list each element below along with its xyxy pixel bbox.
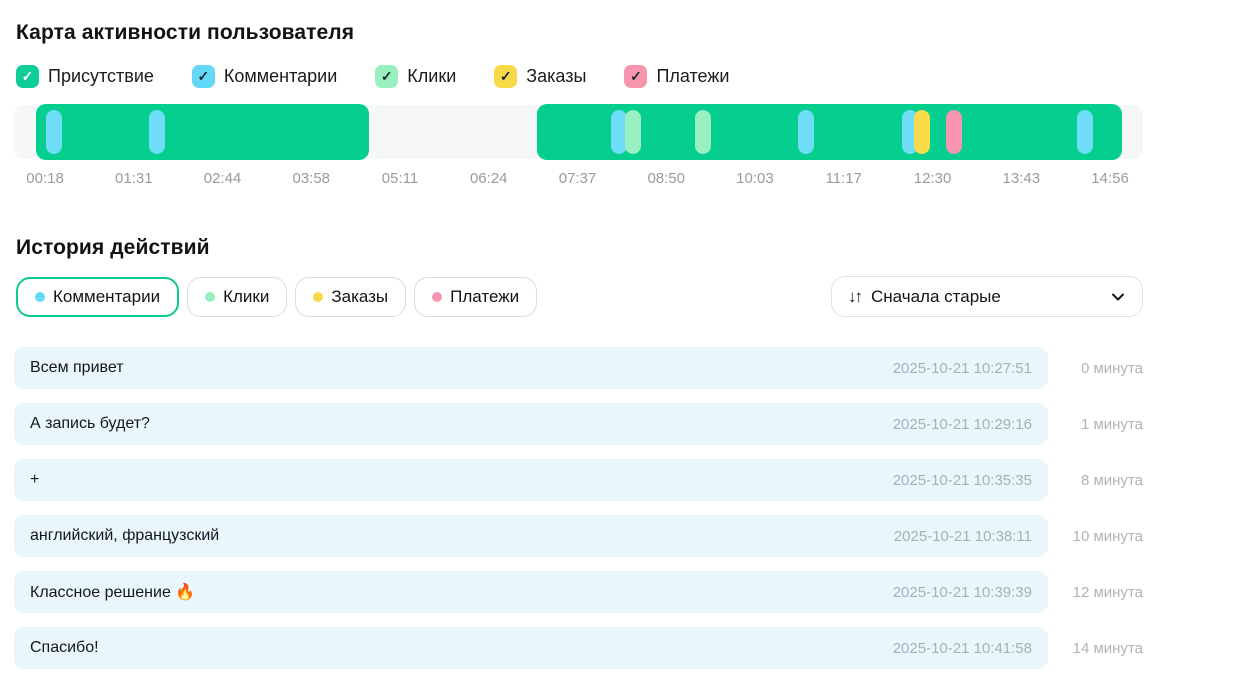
chevron-down-icon bbox=[1110, 289, 1126, 305]
chip-dot-icon bbox=[432, 291, 443, 302]
sort-dropdown[interactable]: ↓↑ Сначала старые bbox=[831, 276, 1143, 317]
history-title: История действий bbox=[16, 236, 210, 259]
activity-legend: ✓ Присутствие ✓ Комментарии ✓ Клики ✓ За… bbox=[16, 65, 1256, 88]
filter-chip[interactable]: Платежи bbox=[414, 276, 538, 317]
click-event-marker bbox=[695, 110, 711, 154]
click-event-marker bbox=[625, 110, 641, 154]
timeline-track bbox=[14, 104, 1143, 160]
payment-event-marker bbox=[945, 110, 962, 154]
list-item: Всем привет 2025-10-21 10:27:51 0 минута bbox=[14, 347, 1143, 389]
order-event-marker bbox=[914, 110, 931, 154]
filter-chip[interactable]: Клики bbox=[187, 276, 288, 317]
chip-label: Заказы bbox=[331, 286, 389, 306]
chip-label: Платежи bbox=[450, 286, 520, 306]
list-item: Классное решение 🔥 2025-10-21 10:39:39 1… bbox=[14, 571, 1143, 613]
history-row-text: Всем привет bbox=[30, 359, 124, 376]
history-row-text: А запись будет? bbox=[30, 415, 150, 432]
history-row-timestamp: 2025-10-21 10:38:11 bbox=[893, 527, 1032, 545]
history-row-offset: 14 минута bbox=[1072, 639, 1143, 657]
checkbox-checked-icon[interactable]: ✓ bbox=[624, 65, 648, 88]
time-tick-label: 06:24 bbox=[469, 170, 508, 187]
time-tick-label: 07:37 bbox=[558, 170, 597, 187]
comment-event-marker bbox=[1076, 110, 1093, 154]
sort-direction-icon: ↓↑ bbox=[848, 286, 863, 306]
legend-checkbox-item[interactable]: ✓ Платежи bbox=[624, 65, 729, 88]
time-tick-label: 02:44 bbox=[203, 170, 242, 187]
chip-dot-icon bbox=[205, 291, 216, 302]
history-row-offset: 8 минута bbox=[1080, 471, 1143, 489]
history-row-card: английский, французский 2025-10-21 10:38… bbox=[14, 515, 1048, 557]
time-tick-label: 11:17 bbox=[825, 170, 862, 187]
time-tick-label: 00:18 bbox=[26, 170, 64, 187]
activity-map-title: Карта активности пользователя bbox=[16, 21, 355, 44]
checkbox-checked-icon[interactable]: ✓ bbox=[375, 65, 399, 88]
legend-item-label: Клики bbox=[407, 66, 457, 86]
legend-item-label: Присутствие bbox=[48, 66, 154, 86]
history-row-offset: 10 минута bbox=[1072, 527, 1143, 545]
filter-chip[interactable]: Заказы bbox=[295, 276, 407, 317]
chip-dot-icon bbox=[313, 291, 324, 302]
legend-checkbox-item[interactable]: ✓ Клики bbox=[375, 65, 456, 88]
history-row-offset: 0 минута bbox=[1080, 359, 1143, 377]
comment-event-marker bbox=[149, 110, 166, 154]
history-row-card: Всем привет 2025-10-21 10:27:51 bbox=[14, 347, 1048, 389]
history-row-card: А запись будет? 2025-10-21 10:29:16 bbox=[14, 403, 1048, 445]
time-tick-label: 14:56 bbox=[1091, 170, 1129, 187]
filter-chip[interactable]: Комментарии bbox=[16, 276, 180, 317]
comment-event-marker bbox=[45, 110, 62, 154]
time-tick-label: 08:50 bbox=[647, 170, 685, 187]
legend-item-label: Заказы bbox=[526, 66, 587, 86]
time-tick-label: 01:31 bbox=[115, 170, 153, 187]
history-row-text: английский, французский bbox=[30, 527, 220, 544]
history-row-timestamp: 2025-10-21 10:27:51 bbox=[892, 359, 1032, 377]
chip-label: Комментарии bbox=[53, 286, 161, 306]
list-item: Спасибо! 2025-10-21 10:41:58 14 минута bbox=[14, 627, 1143, 669]
history-row-card: + 2025-10-21 10:35:35 bbox=[14, 459, 1048, 501]
history-row-text: Классное решение 🔥 bbox=[30, 584, 196, 601]
history-list: Всем привет 2025-10-21 10:27:51 0 минута… bbox=[14, 347, 1143, 669]
history-row-offset: 1 минута bbox=[1080, 415, 1143, 433]
list-item: английский, французский 2025-10-21 10:38… bbox=[14, 515, 1143, 557]
checkbox-checked-icon[interactable]: ✓ bbox=[16, 65, 39, 88]
sort-selected-label: Сначала старые bbox=[871, 286, 1001, 306]
legend-checkbox-item[interactable]: ✓ Комментарии bbox=[191, 65, 338, 88]
time-tick-label: 12:30 bbox=[913, 170, 952, 187]
checkbox-checked-icon[interactable]: ✓ bbox=[494, 65, 518, 88]
legend-checkbox-item[interactable]: ✓ Заказы bbox=[494, 65, 586, 88]
filter-chips: Комментарии Клики Заказы Платежи bbox=[16, 276, 545, 317]
comment-event-marker bbox=[797, 110, 814, 154]
chip-dot-icon bbox=[35, 291, 45, 302]
legend-checkbox-item[interactable]: ✓ Присутствие bbox=[16, 65, 154, 88]
checkbox-checked-icon[interactable]: ✓ bbox=[191, 65, 215, 88]
history-row-timestamp: 2025-10-21 10:39:39 bbox=[892, 583, 1032, 601]
history-row-timestamp: 2025-10-21 10:29:16 bbox=[892, 415, 1032, 433]
timeline-axis: 00:18 01:31 02:44 03:58 05:11 06:24 07:37 08:50… bbox=[14, 170, 1143, 190]
activity-timeline: 00:18 01:31 02:44 03:58 05:11 06:24 07:37 08:50… bbox=[14, 104, 1143, 190]
history-row-card: Классное решение 🔥 2025-10-21 10:39:39 bbox=[14, 571, 1048, 613]
history-row-timestamp: 2025-10-21 10:41:58 bbox=[892, 639, 1032, 657]
legend-item-label: Комментарии bbox=[223, 66, 338, 86]
list-item: + 2025-10-21 10:35:35 8 минута bbox=[14, 459, 1143, 501]
history-row-text: Спасибо! bbox=[30, 639, 99, 656]
chip-label: Клики bbox=[223, 286, 270, 306]
history-row-text: + bbox=[30, 471, 40, 488]
history-row-card: Спасибо! 2025-10-21 10:41:58 bbox=[14, 627, 1048, 669]
comment-event-marker bbox=[611, 110, 627, 154]
time-tick-label: 10:03 bbox=[736, 170, 774, 187]
history-row-offset: 12 минута bbox=[1072, 583, 1143, 601]
history-controls: Комментарии Клики Заказы Платежи ↓↑ Снач… bbox=[16, 276, 1143, 317]
presence-segment bbox=[36, 104, 369, 160]
time-tick-label: 05:11 bbox=[381, 170, 419, 187]
time-tick-label: 13:43 bbox=[1002, 170, 1041, 187]
history-row-timestamp: 2025-10-21 10:35:35 bbox=[892, 471, 1032, 489]
list-item: А запись будет? 2025-10-21 10:29:16 1 ми… bbox=[14, 403, 1143, 445]
comment-event-marker bbox=[901, 110, 918, 154]
legend-item-label: Платежи bbox=[656, 66, 730, 86]
time-tick-label: 03:58 bbox=[292, 170, 331, 187]
